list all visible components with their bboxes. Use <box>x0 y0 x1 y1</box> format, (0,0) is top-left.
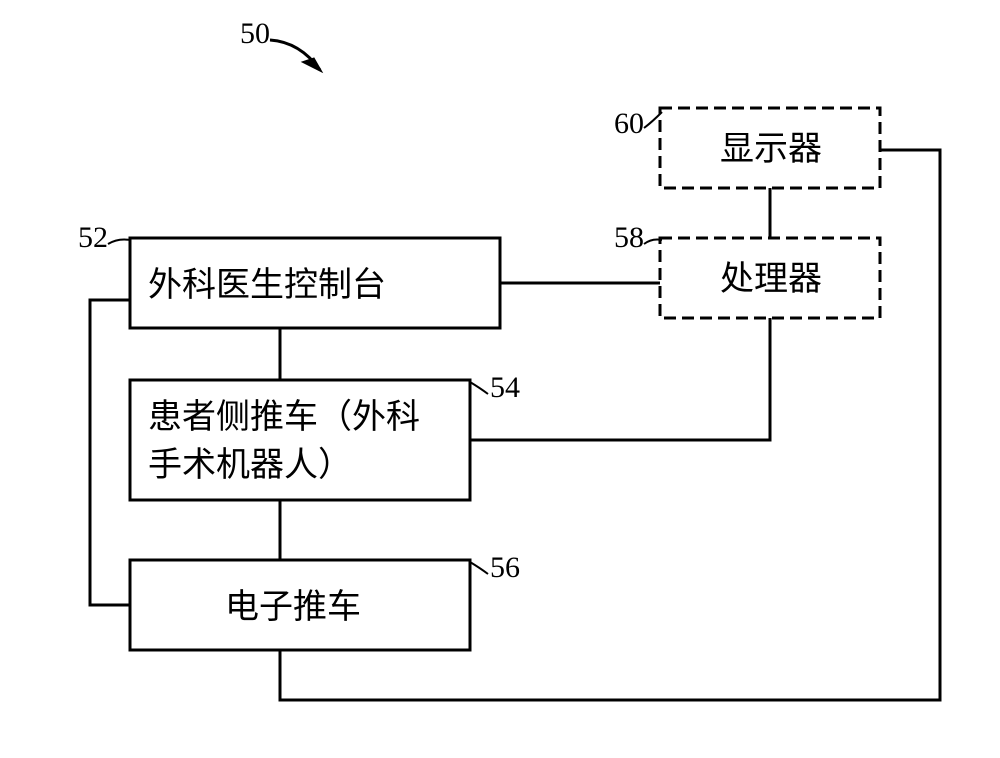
node-cart-label: 患者侧推车（外科 <box>148 398 420 436</box>
ref-console: 52 <box>78 221 108 254</box>
ref-fig: 50 <box>240 17 270 50</box>
ref-ecart: 56 <box>490 551 520 584</box>
block-diagram: 显示器外科医生控制台 处理器患者侧推车（外科手术机器人） 电子推车 50 60 52 58… <box>0 0 1000 758</box>
connector-console-ecart <box>90 300 130 605</box>
ref-processor: 58 <box>614 221 644 254</box>
node-ecart-label: 电子推车 <box>225 588 361 626</box>
node-display-label: 显示器 <box>720 131 822 168</box>
node-console: 外科医生控制台 <box>130 238 500 328</box>
node-cart-label-2: 手术机器人） <box>148 446 352 484</box>
ref-cart: 54 <box>490 371 520 404</box>
node-ecart: 电子推车 <box>130 560 470 650</box>
node-processor: 处理器 <box>660 238 880 318</box>
fig-ref-arrowhead <box>302 58 322 72</box>
ref-display: 60 <box>614 107 644 140</box>
node-processor-label: 处理器 <box>720 261 822 298</box>
leader-cart <box>470 382 488 394</box>
node-cart: 患者侧推车（外科手术机器人） <box>130 380 470 500</box>
node-display: 显示器 <box>660 108 880 188</box>
leader-ecart <box>470 562 488 574</box>
leader-console <box>108 240 130 245</box>
node-console-label: 外科医生控制台 <box>148 266 386 304</box>
